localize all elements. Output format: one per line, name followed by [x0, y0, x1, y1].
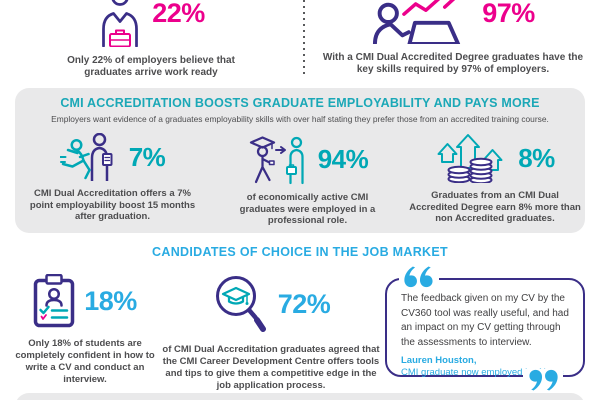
stat-row: 18% [33, 274, 137, 328]
stat-key-skills: 97% With a CMI Dual Accredited Degree gr… [306, 0, 600, 76]
stat-value: 18% [84, 285, 137, 316]
top-stats-section: 22% Only 22% of employers believe that g… [0, 0, 600, 86]
stat-value: 94% [317, 144, 369, 174]
open-quote-icon [399, 266, 439, 288]
running-person-icon [59, 133, 113, 181]
stat-row: 94% [247, 133, 369, 185]
stat-caption: With a CMI Dual Accredited Degree gradua… [322, 52, 584, 76]
stat-value: 22% [152, 0, 205, 28]
testimonial-card: The feedback given on my CV by the CV360… [385, 266, 585, 391]
job-market-section: 18% Only 18% of students are completely … [0, 266, 600, 394]
employability-subtitle: Employers want evidence of a graduates e… [51, 114, 549, 124]
cv-clipboard-icon [33, 274, 75, 328]
stat-work-ready: 22% Only 22% of employers believe that g… [0, 0, 302, 79]
stat-caption: Graduates from an CMI Dual Accredited De… [409, 190, 581, 225]
testimonial-quote: The feedback given on my CV by the CV360… [401, 293, 569, 348]
stat-row: 8% [435, 133, 555, 183]
stat-value: 8% [518, 143, 555, 173]
stat-cv-confidence: 18% Only 18% of students are completely … [6, 274, 164, 386]
stat-row: 72% [212, 274, 331, 334]
person-laptop-chart-icon [373, 0, 461, 44]
job-market-title: CANDIDATES OF CHOICE IN THE JOB MARKET [152, 245, 448, 259]
stat-row: 22% [97, 0, 205, 47]
stat-earn-more: 8% Graduates from an CMI Dual Accredited… [405, 133, 585, 227]
stat-row: 7% [59, 133, 166, 181]
stat-caption: Only 22% of employers believe that gradu… [67, 55, 235, 79]
next-section-card [15, 393, 585, 400]
testimonial-author-role: CMI graduate now employed by Almac [401, 367, 564, 379]
testimonial-author: Lauren Houston, [401, 355, 477, 366]
stat-caption: of economically active CMI graduates wer… [239, 192, 376, 227]
stat-value: 7% [128, 142, 166, 172]
stat-employability-boost: 7% CMI Dual Accreditation offers a 7% po… [15, 133, 210, 227]
graduate-to-professional-icon [249, 136, 304, 185]
employability-stats: 7% CMI Dual Accreditation offers a 7% po… [15, 133, 585, 227]
stat-caption: of CMI Dual Accreditation graduates agre… [162, 344, 380, 391]
employability-title: CMI ACCREDITATION BOOSTS GRADUATE EMPLOY… [60, 96, 540, 110]
stat-row: 97% [371, 0, 535, 44]
stat-career-centre: 72% of CMI Dual Accreditation graduates … [160, 274, 382, 392]
close-quote-icon [523, 369, 563, 391]
stat-value: 97% [482, 0, 535, 28]
stat-professional-role: 94% of economically active CMI graduates… [210, 133, 405, 227]
stat-caption: Only 18% of students are completely conf… [15, 338, 155, 385]
coins-growth-icon [437, 134, 503, 183]
employer-briefcase-icon [102, 0, 139, 47]
search-graduate-icon [215, 276, 266, 332]
dotted-divider [303, 0, 305, 76]
stat-value: 72% [277, 288, 331, 319]
stat-caption: CMI Dual Accreditation offers a 7% point… [29, 188, 196, 223]
employability-card: CMI ACCREDITATION BOOSTS GRADUATE EMPLOY… [15, 88, 585, 233]
